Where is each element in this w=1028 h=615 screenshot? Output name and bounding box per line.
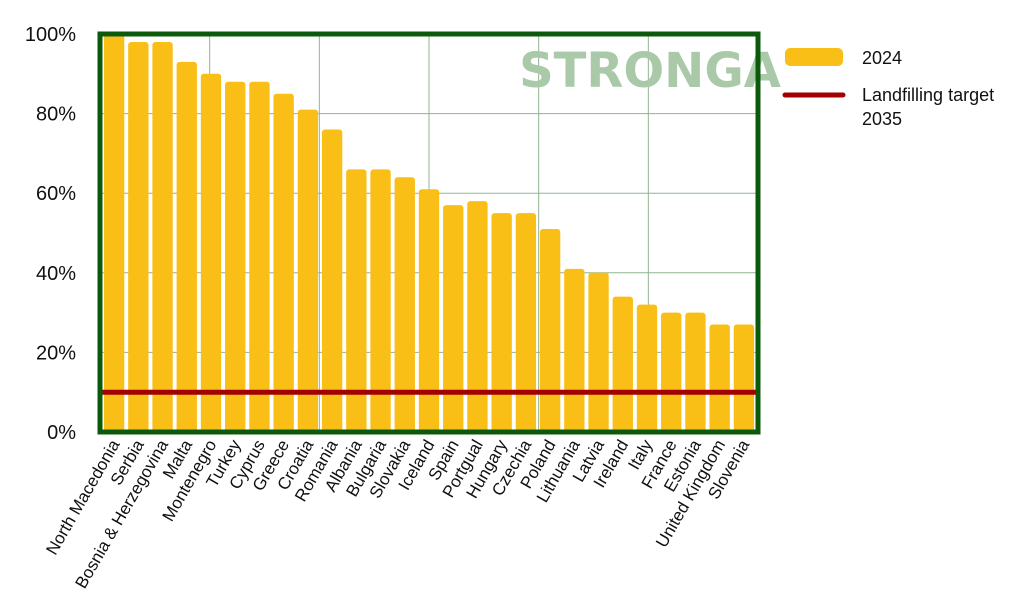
bar-albania	[346, 169, 367, 432]
bars-group	[103, 34, 755, 433]
y-tick-label: 40%	[36, 263, 76, 285]
y-axis-ticks: 0% 20% 40% 60% 80% 100%	[25, 24, 76, 444]
bar-bulgaria	[370, 169, 391, 432]
bar-greece	[273, 93, 294, 432]
bar-latvia	[588, 272, 609, 432]
legend-bar-swatch	[785, 48, 843, 66]
bar-estonia	[685, 312, 706, 432]
bar-hungary	[491, 213, 512, 432]
legend: 2024 Landfilling target 2035	[782, 48, 994, 129]
y-tick-label: 100%	[25, 24, 76, 46]
bar-ireland	[612, 296, 633, 432]
legend-label-target: Landfilling target	[862, 85, 994, 105]
bar-united-kingdom	[709, 324, 730, 432]
bar-croatia	[297, 109, 319, 433]
bar-lithuania	[564, 268, 585, 432]
plot-frame	[97, 31, 761, 435]
bar-france	[661, 312, 682, 432]
watermark-text: STRONGA	[519, 43, 781, 99]
bar-cyprus	[249, 81, 270, 432]
bar-poland	[539, 229, 561, 432]
bar-spain	[443, 205, 464, 432]
y-tick-label: 60%	[36, 183, 76, 205]
y-tick-label: 0%	[47, 422, 76, 444]
bar-serbia	[128, 41, 149, 433]
bar-turkey	[225, 81, 246, 432]
bar-north-macedonia	[103, 34, 125, 432]
bar-slovenia	[733, 324, 755, 432]
bar-romania	[321, 129, 343, 432]
y-tick-label: 80%	[36, 104, 76, 126]
bar-montenegro	[200, 73, 222, 433]
bar-bosnia-herzegovina	[152, 41, 173, 433]
bar-malta	[176, 61, 197, 433]
legend-label-target-year: 2035	[862, 109, 902, 129]
bar-czechia	[515, 213, 537, 432]
bar-iceland	[418, 189, 440, 432]
bar-italy	[636, 304, 658, 432]
bar-slovakia	[394, 177, 415, 432]
y-tick-label: 20%	[36, 342, 76, 364]
legend-label-2024: 2024	[862, 48, 902, 68]
bar-portgual	[467, 201, 488, 432]
